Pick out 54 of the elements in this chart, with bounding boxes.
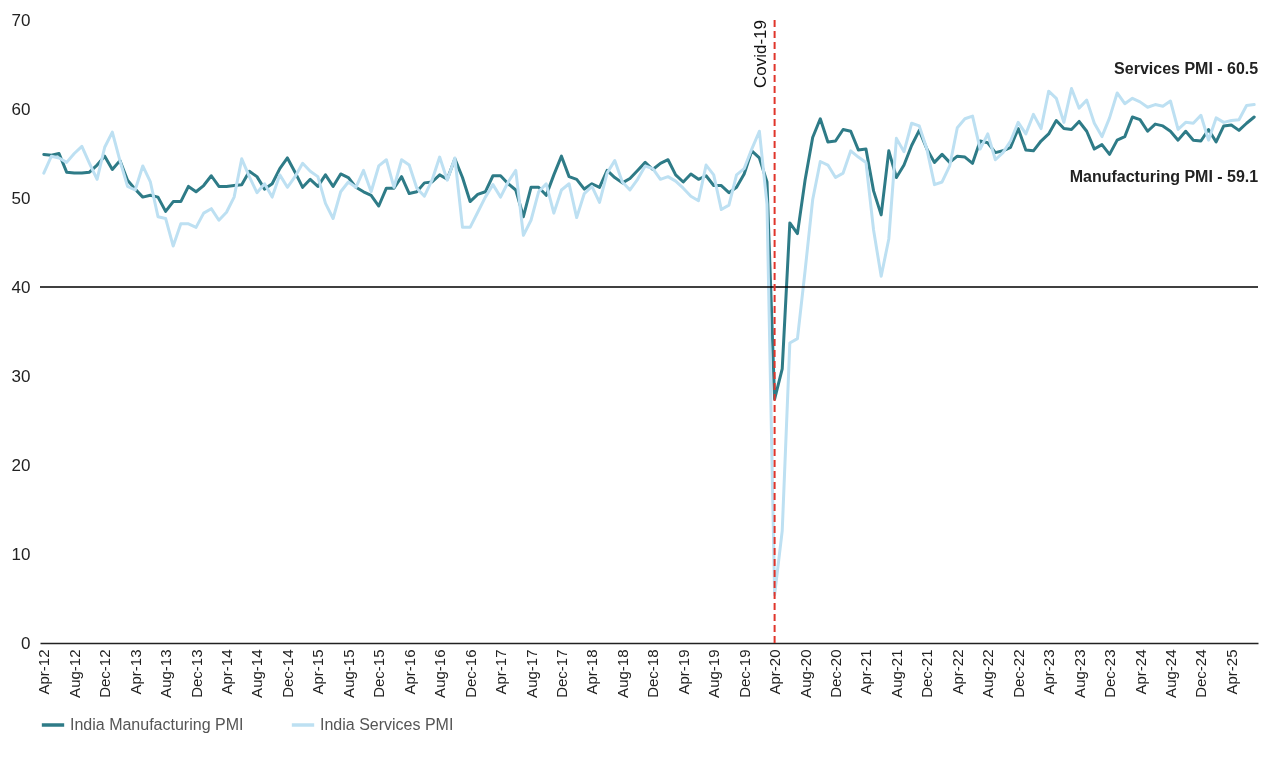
x-tick-label: Aug-20 (796, 649, 814, 698)
x-tick-label: Aug-24 (1161, 649, 1179, 698)
x-tick-label: Apr-16 (400, 649, 418, 695)
x-tick-label: Dec-19 (735, 649, 753, 698)
legend-label: India Services PMI (320, 716, 454, 733)
x-tick-label: Dec-12 (96, 649, 114, 698)
annotation: Manufacturing PMI - 59.1 (1069, 168, 1259, 186)
x-tick-label: Aug-16 (431, 649, 449, 698)
annotation: Services PMI - 60.5 (1114, 59, 1259, 77)
x-tick-label: Dec-14 (278, 649, 296, 698)
y-tick-label: 40 (11, 277, 31, 297)
x-tick-label: Dec-18 (644, 649, 662, 698)
y-tick-label: 70 (11, 10, 31, 30)
x-tick-label: Aug-12 (65, 649, 83, 698)
x-tick-label: Aug-21 (887, 649, 905, 698)
x-tick-label: Dec-16 (461, 649, 479, 698)
x-tick-label: Apr-19 (674, 649, 692, 695)
x-tick-label: Aug-22 (979, 649, 997, 698)
y-tick-label: 30 (11, 366, 31, 386)
x-tick-label: Aug-23 (1070, 649, 1088, 698)
y-tick-label: 20 (11, 455, 31, 475)
x-tick-label: Aug-14 (248, 649, 266, 698)
y-tick-label: 0 (21, 633, 31, 653)
x-tick-label: Apr-22 (948, 649, 966, 695)
x-tick-label: Apr-23 (1040, 649, 1058, 695)
x-tick-label: Dec-22 (1009, 649, 1027, 698)
x-tick-label: Apr-24 (1131, 649, 1149, 695)
x-tick-label: Aug-15 (339, 649, 357, 698)
y-tick-label: 60 (11, 99, 31, 119)
x-tick-label: Aug-19 (705, 649, 723, 698)
x-tick-label: Aug-13 (157, 649, 175, 698)
x-tick-label: Apr-18 (583, 649, 601, 695)
legend-label: India Manufacturing PMI (70, 716, 244, 733)
x-tick-label: Dec-15 (370, 649, 388, 698)
x-tick-label: Dec-23 (1101, 649, 1119, 698)
x-tick-label: Apr-17 (492, 649, 510, 695)
x-tick-label: Apr-13 (126, 649, 144, 695)
x-tick-label: Apr-12 (35, 649, 53, 695)
x-tick-label: Apr-14 (218, 649, 236, 695)
x-tick-label: Dec-21 (918, 649, 936, 698)
y-tick-label: 10 (11, 544, 31, 564)
ref-line-label: Covid-19 (750, 20, 770, 89)
line-series (42, 87, 1256, 597)
x-tick-label: Apr-21 (857, 649, 875, 695)
x-tick-label: Apr-25 (1222, 649, 1240, 695)
x-tick-label: Dec-13 (187, 649, 205, 698)
x-tick-label: Dec-17 (552, 649, 570, 698)
x-tick-label: Apr-15 (309, 649, 327, 695)
y-tick-label: 50 (11, 188, 31, 208)
x-tick-label: Dec-24 (1192, 649, 1210, 698)
x-tick-label: Dec-20 (827, 649, 845, 698)
x-tick-label: Apr-20 (766, 649, 784, 695)
x-tick-label: Aug-18 (613, 649, 631, 698)
x-tick-label: Aug-17 (522, 649, 540, 698)
